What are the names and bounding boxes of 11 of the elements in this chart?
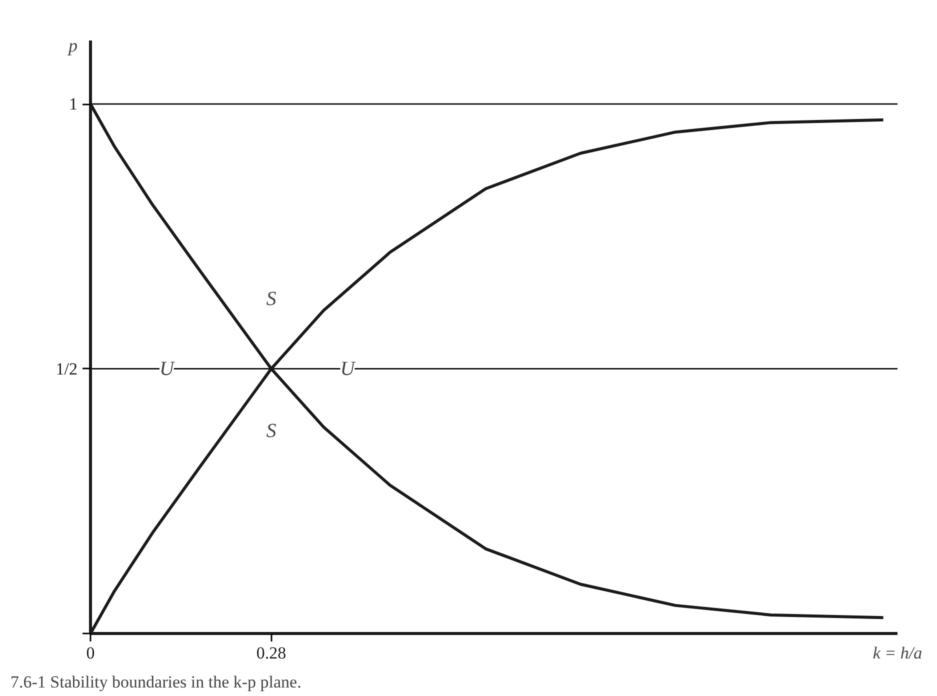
annotation: U (159, 358, 176, 380)
annotation: S (266, 420, 276, 442)
x-tick-label: 0.28 (256, 644, 286, 662)
x-tick-label: 0 (86, 644, 95, 662)
y-tick-label: 1 (69, 94, 78, 114)
x-axis-title: k = h/a (872, 644, 922, 662)
y-axis-title: p (66, 36, 78, 56)
annotation: U (340, 358, 356, 380)
text: 7.6-1 Stability boundaries in the k-p plane. (10, 672, 302, 692)
y-tick-label: 1/2 (56, 359, 78, 378)
annotation: S (266, 288, 276, 310)
